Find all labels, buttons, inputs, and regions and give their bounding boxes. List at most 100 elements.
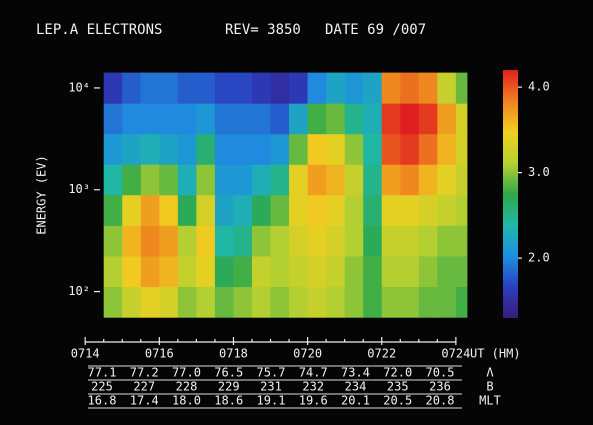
x-tick-label: 0720 xyxy=(293,347,322,361)
heatmap-cell xyxy=(271,287,290,318)
heatmap-cell xyxy=(382,103,401,134)
y-tick-label: 10³ xyxy=(68,182,90,196)
heatmap-cell xyxy=(178,287,197,318)
heatmap-cell xyxy=(104,195,123,226)
heatmap-cell xyxy=(456,164,468,195)
heatmap-cell xyxy=(289,287,308,318)
heatmap-cell xyxy=(419,225,438,256)
heatmap-cell xyxy=(326,134,345,165)
heatmap-cell xyxy=(104,103,123,134)
colorbar-tick-label: 4.0 xyxy=(528,80,550,94)
heatmap-cell xyxy=(252,134,271,165)
heatmap-cell xyxy=(308,195,327,226)
heatmap-cell xyxy=(159,256,178,287)
heatmap-cell xyxy=(289,256,308,287)
heatmap-cell xyxy=(326,73,345,104)
x-tick-label: 0716 xyxy=(145,347,174,361)
x-tick-label: 0722 xyxy=(367,347,396,361)
heatmap-cell xyxy=(437,103,456,134)
heatmap-cell xyxy=(400,225,419,256)
heatmap-cell xyxy=(196,225,215,256)
heatmap-cell xyxy=(308,164,327,195)
heatmap-cell xyxy=(437,225,456,256)
heatmap-cell xyxy=(289,225,308,256)
heatmap-cell xyxy=(437,287,456,318)
heatmap-cell xyxy=(326,287,345,318)
heatmap-cell xyxy=(141,225,160,256)
heatmap-cell xyxy=(437,164,456,195)
heatmap-cell xyxy=(456,256,468,287)
heatmap-cell xyxy=(104,164,123,195)
heatmap-cell xyxy=(419,287,438,318)
heatmap-cell xyxy=(141,195,160,226)
heatmap-cell xyxy=(400,134,419,165)
heatmap-cell xyxy=(141,287,160,318)
heatmap-cell xyxy=(122,256,141,287)
x-tick-label: 0718 xyxy=(219,347,248,361)
heatmap-cell xyxy=(382,225,401,256)
heatmap-cell xyxy=(271,164,290,195)
heatmap-cell xyxy=(308,287,327,318)
heatmap-cell xyxy=(104,225,123,256)
heatmap-cell xyxy=(437,73,456,104)
heatmap-cell xyxy=(289,164,308,195)
heatmap-cell xyxy=(345,134,364,165)
heatmap-cell xyxy=(419,195,438,226)
heatmap-cell xyxy=(122,103,141,134)
heatmap-cell xyxy=(289,195,308,226)
table-cell: 235 xyxy=(387,380,409,394)
heatmap-cell xyxy=(456,287,468,318)
heatmap-cell xyxy=(456,225,468,256)
table-cell: 19.1 xyxy=(257,394,286,408)
table-cell: 77.2 xyxy=(130,366,159,380)
heatmap-cell xyxy=(419,73,438,104)
table-cell: 231 xyxy=(260,380,282,394)
heatmap xyxy=(104,73,468,318)
heatmap-cell xyxy=(215,134,234,165)
heatmap-cell xyxy=(363,287,382,318)
heatmap-cell xyxy=(141,73,160,104)
heatmap-cell xyxy=(345,73,364,104)
heatmap-cell xyxy=(252,73,271,104)
heatmap-cell xyxy=(215,73,234,104)
heatmap-cell xyxy=(252,195,271,226)
heatmap-cell xyxy=(419,256,438,287)
heatmap-cell xyxy=(104,73,123,104)
heatmap-cell xyxy=(252,164,271,195)
table-cell: 234 xyxy=(345,380,367,394)
table-cell: 227 xyxy=(133,380,155,394)
heatmap-cell xyxy=(271,195,290,226)
table-cell: 77.0 xyxy=(172,366,201,380)
heatmap-cell xyxy=(141,164,160,195)
heatmap-cell xyxy=(345,195,364,226)
heatmap-cell xyxy=(308,134,327,165)
heatmap-cell xyxy=(233,256,252,287)
heatmap-cell xyxy=(308,73,327,104)
heatmap-cell xyxy=(196,287,215,318)
heatmap-cell xyxy=(215,103,234,134)
y-tick-label: 10⁴ xyxy=(68,80,90,94)
heatmap-cell xyxy=(141,256,160,287)
heatmap-cell xyxy=(437,134,456,165)
heatmap-cell xyxy=(233,287,252,318)
heatmap-cell xyxy=(345,287,364,318)
heatmap-cell xyxy=(271,134,290,165)
heatmap-cell xyxy=(159,164,178,195)
heatmap-cell xyxy=(363,256,382,287)
heatmap-cell xyxy=(215,164,234,195)
heatmap-cell xyxy=(345,164,364,195)
heatmap-cell xyxy=(196,195,215,226)
table-row-label: B xyxy=(486,380,493,394)
heatmap-cell xyxy=(104,287,123,318)
heatmap-cell xyxy=(382,195,401,226)
heatmap-cell xyxy=(382,287,401,318)
heatmap-cell xyxy=(178,225,197,256)
table-cell: 72.0 xyxy=(383,366,412,380)
heatmap-cell xyxy=(178,73,197,104)
heatmap-cell xyxy=(233,195,252,226)
heatmap-cell xyxy=(363,164,382,195)
heatmap-cell xyxy=(437,256,456,287)
heatmap-cell xyxy=(178,164,197,195)
table-cell: 75.7 xyxy=(257,366,286,380)
heatmap-cell xyxy=(233,225,252,256)
